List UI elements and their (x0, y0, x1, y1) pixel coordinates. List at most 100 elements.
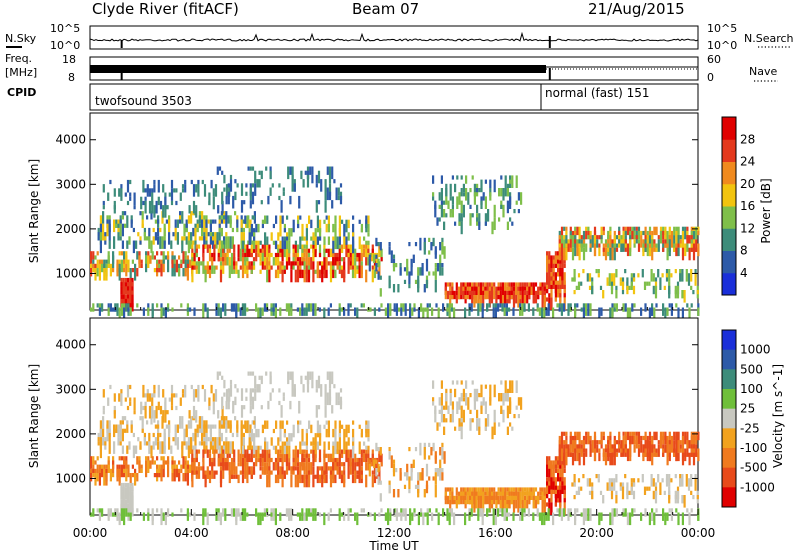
power-cell (560, 243, 564, 257)
velocity-cell (121, 420, 124, 425)
velocity-cell (462, 388, 465, 398)
power-cell (460, 290, 463, 295)
power-cell (131, 268, 134, 273)
power-cell (249, 219, 252, 228)
power-cell (294, 261, 297, 266)
velocity-cell (102, 437, 105, 446)
velocity-cell (475, 495, 478, 500)
velocity-cell (561, 481, 564, 486)
power-cell (611, 247, 614, 261)
power-cell (198, 223, 201, 228)
velocity-cell (209, 428, 212, 438)
power-cell (212, 196, 215, 210)
power-cell (316, 265, 319, 279)
power-cell (270, 252, 273, 258)
velocity-cell (628, 490, 631, 495)
power-cell (548, 259, 551, 264)
velocity-cell (390, 455, 393, 468)
velocity-cell (563, 508, 566, 517)
power-cell (425, 258, 429, 272)
power-cell (576, 303, 579, 308)
velocity-cell (319, 424, 322, 438)
velocity-cell (126, 420, 129, 425)
power-cell (420, 307, 423, 312)
power-cell (621, 277, 625, 286)
velocity-cell (237, 474, 240, 484)
velocity-cell (142, 512, 145, 521)
power-cell (365, 257, 368, 266)
velocity-cell (184, 389, 187, 398)
velocity-cell (289, 371, 292, 380)
velocity-cell (371, 470, 374, 475)
velocity-cell (90, 460, 93, 469)
velocity-cell (208, 457, 212, 467)
velocity-cell (327, 466, 330, 471)
power-cell (240, 232, 243, 245)
power-cell (319, 236, 322, 241)
power-cell (218, 227, 221, 233)
power-cell (281, 215, 284, 224)
velocity-cell (451, 380, 454, 385)
velocity-cell (237, 449, 240, 463)
velocity-cell (235, 512, 238, 526)
velocity-cell (373, 474, 377, 484)
velocity-cell (219, 453, 223, 463)
velocity-cell (201, 441, 204, 446)
power-cell (107, 307, 110, 316)
velocity-cell (336, 441, 339, 455)
velocity-cell (228, 389, 231, 402)
velocity-cell (168, 437, 171, 450)
velocity-cell (146, 393, 149, 402)
power-cell (354, 265, 357, 279)
velocity-cell (148, 432, 151, 446)
power-cell (261, 307, 264, 316)
velocity-cell (318, 474, 322, 484)
power-cell (98, 263, 101, 268)
velocity-cell (101, 468, 104, 478)
velocity-cell (245, 396, 248, 401)
power-cell (493, 179, 496, 193)
velocity-cell (686, 448, 689, 457)
power-cell (336, 252, 339, 262)
power-cell (140, 263, 143, 268)
velocity-cell (192, 405, 196, 419)
velocity-cell (196, 432, 199, 438)
power-cell (435, 303, 438, 308)
power-cell (633, 239, 636, 244)
velocity-cell (435, 508, 438, 513)
power-cell (354, 257, 357, 266)
power-cell (228, 184, 231, 197)
velocity-cell (129, 508, 132, 513)
velocity-cell (498, 422, 501, 427)
power-cell (338, 248, 341, 262)
velocity-cell (439, 459, 442, 473)
power-cell (624, 303, 627, 312)
power-cell (340, 257, 344, 262)
velocity-cell (294, 445, 297, 450)
velocity-cell (320, 384, 323, 397)
power-cell (480, 179, 483, 193)
power-cell (131, 259, 134, 264)
power-cell (190, 179, 193, 185)
velocity-cell (358, 441, 361, 455)
power-cell (184, 259, 187, 268)
velocity-cell (225, 400, 228, 410)
power-cell (484, 295, 487, 300)
velocity-cell (528, 495, 531, 500)
velocity-cell (471, 418, 474, 423)
velocity-cell (113, 424, 116, 438)
power-cell (400, 303, 403, 308)
velocity-cell (156, 508, 159, 513)
power-cell (233, 307, 236, 312)
velocity-cell (651, 512, 654, 521)
velocity-cell (505, 512, 508, 517)
power-cell (654, 277, 658, 282)
power-cell (633, 230, 636, 240)
velocity-cell (497, 491, 500, 496)
power-cell (504, 295, 507, 304)
power-cell (277, 269, 280, 279)
power-cell (125, 255, 128, 264)
power-cell (211, 252, 214, 262)
power-cell (380, 257, 383, 262)
